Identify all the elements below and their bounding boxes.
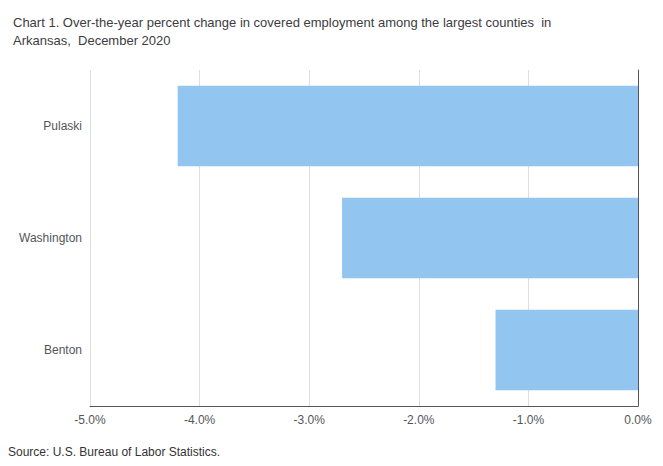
svg-text:0.0%: 0.0% bbox=[624, 413, 652, 427]
svg-text:-4.0%: -4.0% bbox=[184, 413, 216, 427]
svg-text:-2.0%: -2.0% bbox=[403, 413, 435, 427]
svg-text:-3.0%: -3.0% bbox=[294, 413, 326, 427]
svg-text:Arkansas, December 2020: Arkansas, December 2020 bbox=[13, 33, 171, 48]
svg-text:-5.0%: -5.0% bbox=[74, 413, 106, 427]
svg-text:Chart 1. Over-the-year percent: Chart 1. Over-the-year percent change in… bbox=[13, 15, 551, 30]
svg-text:-1.0%: -1.0% bbox=[513, 413, 545, 427]
svg-text:Source: U.S. Bureau of Labor S: Source: U.S. Bureau of Labor Statistics. bbox=[8, 445, 220, 459]
svg-text:Benton: Benton bbox=[44, 343, 82, 357]
svg-text:Pulaski: Pulaski bbox=[43, 119, 82, 133]
svg-text:Washington: Washington bbox=[19, 231, 82, 245]
